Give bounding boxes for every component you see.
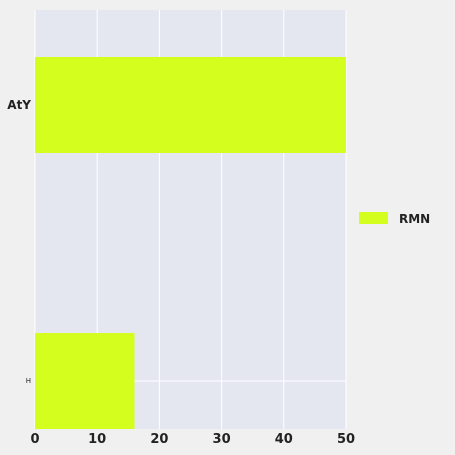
legend-label: RMN	[399, 212, 430, 226]
y-axis-ticks: AtY H	[7, 98, 31, 385]
legend-swatch	[359, 212, 388, 224]
x-tick-label: 0	[30, 432, 39, 447]
y-tick-label: H	[26, 377, 31, 385]
bars	[35, 57, 346, 429]
x-tick-label: 50	[337, 432, 355, 447]
x-tick-label: 30	[213, 432, 231, 447]
x-tick-label: 10	[88, 432, 106, 447]
y-tick-label: AtY	[7, 98, 31, 112]
legend: RMN	[359, 212, 430, 226]
bar	[35, 57, 346, 153]
x-tick-label: 20	[150, 432, 168, 447]
bar	[35, 333, 135, 429]
x-axis-ticks: 0 10 20 30 40 50	[30, 432, 355, 447]
x-tick-label: 40	[275, 432, 293, 447]
